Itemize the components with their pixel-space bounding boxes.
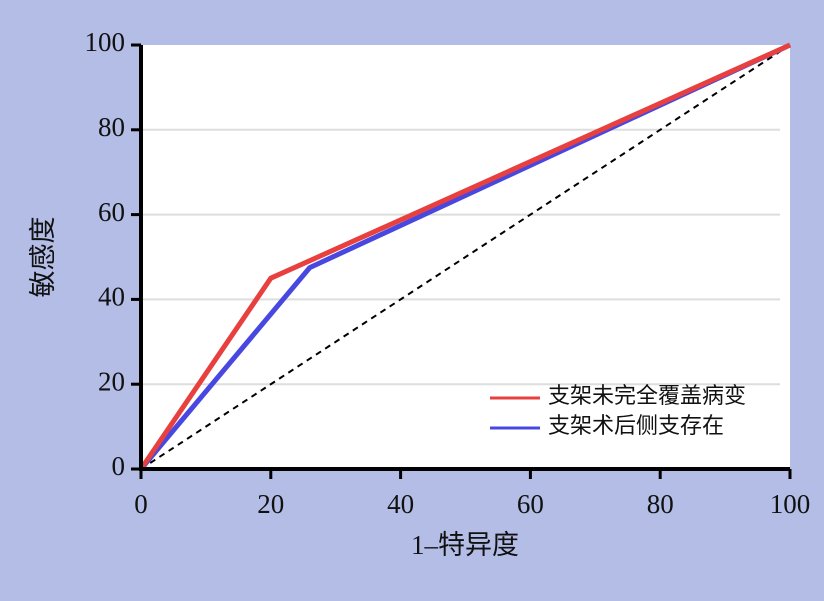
legend-label: 支架术后侧支存在 — [548, 413, 724, 438]
legend-label: 支架未完全覆盖病变 — [548, 383, 746, 408]
x-tick-label: 80 — [647, 489, 674, 519]
x-tick-label: 40 — [387, 489, 414, 519]
y-tick-label: 60 — [98, 197, 125, 227]
y-tick-label: 20 — [98, 366, 125, 396]
x-tick-label: 100 — [770, 489, 811, 519]
y-tick-label: 80 — [98, 112, 125, 142]
y-tick-label: 40 — [98, 282, 125, 312]
y-tick-label: 0 — [112, 451, 126, 481]
x-tick-label: 20 — [257, 489, 284, 519]
x-tick-label: 0 — [134, 489, 148, 519]
y-axis-label: 敏感度 — [28, 217, 58, 298]
reference-line — [140, 44, 791, 470]
line-series — [138, 42, 792, 471]
y-tick-label: 100 — [85, 27, 126, 57]
x-tick-label: 60 — [517, 489, 544, 519]
x-axis-label: 1–特异度 — [411, 530, 519, 560]
